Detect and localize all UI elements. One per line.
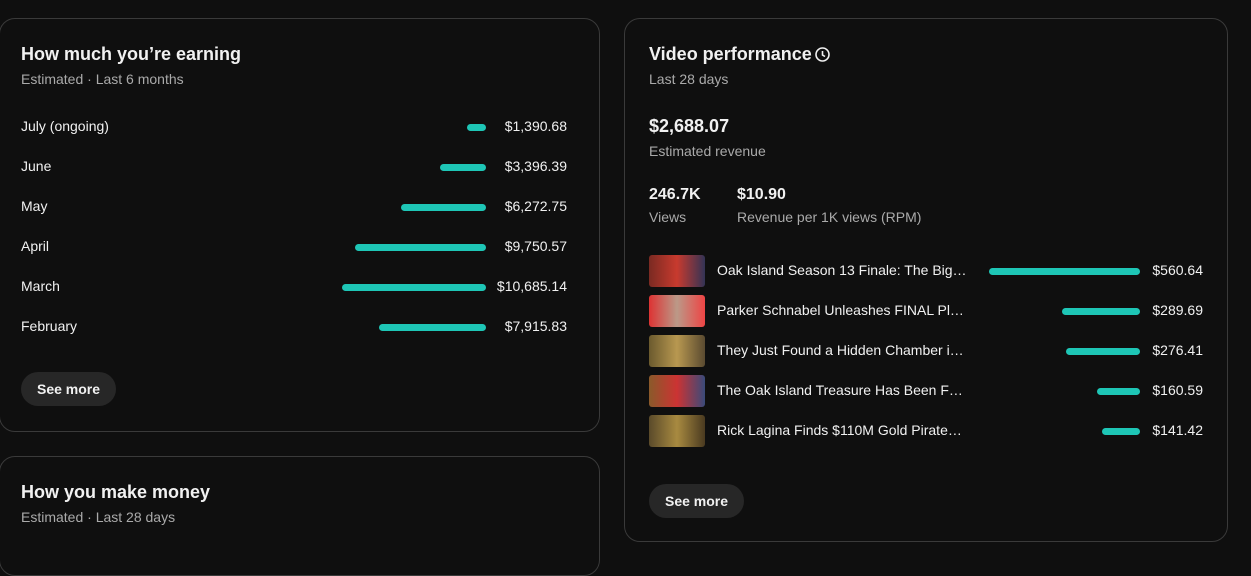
revenue-bar	[1096, 387, 1140, 395]
revenue-bar	[1065, 347, 1140, 355]
amount: $160.59	[1152, 382, 1203, 398]
video-thumbnail[interactable]	[649, 255, 705, 287]
subtitle: Estimated · Last 28 days	[21, 509, 176, 525]
earnings-bar	[341, 283, 486, 291]
subtitle: Estimated · Last 6 months	[21, 71, 184, 87]
month-label: July (ongoing)	[21, 118, 109, 134]
amount: $10,685.14	[496, 278, 567, 294]
month-label: April	[21, 238, 50, 254]
rpm-label: Revenue per 1K views (RPM)	[737, 209, 922, 225]
earnings-bar	[401, 203, 486, 211]
earnings-card	[0, 18, 600, 432]
earnings-bar	[467, 123, 486, 131]
title: How much you’re earning	[21, 44, 242, 64]
amount: $560.64	[1152, 262, 1203, 278]
video-thumbnail[interactable]	[649, 375, 705, 407]
month-label: February	[21, 318, 78, 334]
month-label: May	[21, 198, 48, 214]
revenue-bar	[1061, 307, 1140, 315]
amount: $3,396.39	[504, 158, 567, 174]
video-thumbnail[interactable]	[649, 295, 705, 327]
revenue-bar	[989, 267, 1140, 275]
clock-icon[interactable]	[814, 46, 831, 63]
title: Video performance	[649, 44, 812, 64]
see-more-button[interactable]: See more	[21, 372, 117, 406]
amount: $141.42	[1152, 422, 1203, 438]
amount: $289.69	[1152, 302, 1203, 318]
amount: $9,750.57	[504, 238, 567, 254]
video-title[interactable]: Oak Island Season 13 Finale: The Big…	[717, 262, 967, 278]
video-title[interactable]: Rick Lagina Finds $110M Gold Pirate…	[717, 422, 962, 438]
revenue-bar	[1101, 427, 1140, 435]
amount: $7,915.83	[504, 318, 567, 334]
views: 246.7K	[649, 186, 701, 203]
month-label: June	[21, 158, 52, 174]
page: How much you’re earning Estimated · Last…	[0, 18, 1228, 576]
video-thumbnail[interactable]	[649, 415, 705, 447]
video-thumbnail[interactable]	[649, 335, 705, 367]
amount: $6,272.75	[504, 198, 567, 214]
video-title[interactable]: Parker Schnabel Unleashes FINAL Pl…	[717, 302, 964, 318]
amount: $276.41	[1152, 342, 1203, 358]
subtitle: Last 28 days	[649, 71, 729, 87]
amount: $1,390.68	[504, 118, 567, 134]
video-title[interactable]: They Just Found a Hidden Chamber i…	[717, 342, 964, 358]
title: How you make money	[21, 482, 211, 502]
revenue-label: Estimated revenue	[649, 143, 766, 159]
earnings-bar	[379, 323, 486, 331]
performance-card	[624, 18, 1228, 542]
see-more-button[interactable]: See more	[649, 484, 745, 518]
rpm: $10.90	[737, 186, 786, 203]
views-label: Views	[649, 209, 687, 225]
revenue: $2,688.07	[649, 116, 730, 136]
month-label: March	[21, 278, 60, 294]
earnings-bar	[354, 243, 486, 251]
earnings-bar	[440, 163, 486, 171]
video-title[interactable]: The Oak Island Treasure Has Been F…	[717, 382, 963, 398]
